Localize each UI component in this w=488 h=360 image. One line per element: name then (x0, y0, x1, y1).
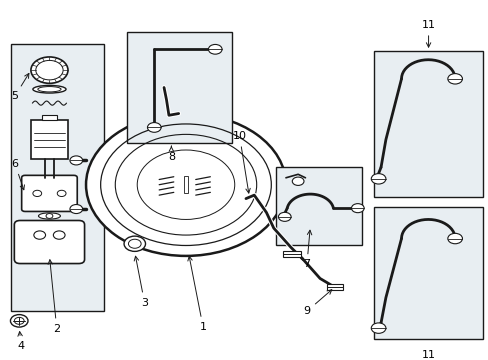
Circle shape (57, 190, 66, 197)
Circle shape (53, 231, 65, 239)
Text: 9: 9 (303, 290, 331, 316)
Bar (276, 167, 361, 246)
Bar (326, 284, 342, 290)
Bar (42, 115, 57, 121)
Circle shape (147, 122, 161, 132)
Text: 10: 10 (232, 131, 250, 193)
Text: 6: 6 (11, 159, 24, 190)
Circle shape (70, 204, 82, 213)
Circle shape (447, 73, 462, 84)
Text: 8: 8 (167, 146, 175, 162)
Text: 3: 3 (134, 256, 148, 307)
Bar (11, 44, 104, 311)
Circle shape (208, 44, 222, 54)
Text: 11: 11 (421, 20, 435, 47)
Bar (127, 32, 232, 143)
Circle shape (31, 57, 68, 83)
Bar (183, 176, 188, 193)
Circle shape (34, 231, 45, 239)
Circle shape (124, 236, 145, 251)
FancyBboxPatch shape (21, 175, 77, 211)
FancyBboxPatch shape (14, 220, 84, 264)
Bar (283, 251, 300, 257)
Circle shape (46, 213, 53, 219)
Bar (373, 207, 483, 339)
Circle shape (370, 174, 385, 184)
Circle shape (86, 113, 285, 256)
Circle shape (70, 156, 82, 165)
Circle shape (370, 323, 385, 333)
Text: 7: 7 (303, 230, 311, 269)
Text: 1: 1 (187, 256, 206, 332)
Text: 11: 11 (421, 350, 435, 360)
Text: 5: 5 (11, 73, 29, 101)
Circle shape (278, 212, 290, 221)
Ellipse shape (33, 85, 66, 93)
Ellipse shape (39, 213, 61, 219)
Text: 4: 4 (18, 332, 25, 351)
Circle shape (33, 190, 41, 197)
Circle shape (351, 204, 364, 213)
Bar (31, 121, 68, 159)
Bar (373, 51, 483, 197)
Circle shape (292, 177, 304, 185)
Circle shape (447, 233, 462, 244)
Text: 2: 2 (48, 260, 60, 334)
Circle shape (10, 315, 28, 327)
